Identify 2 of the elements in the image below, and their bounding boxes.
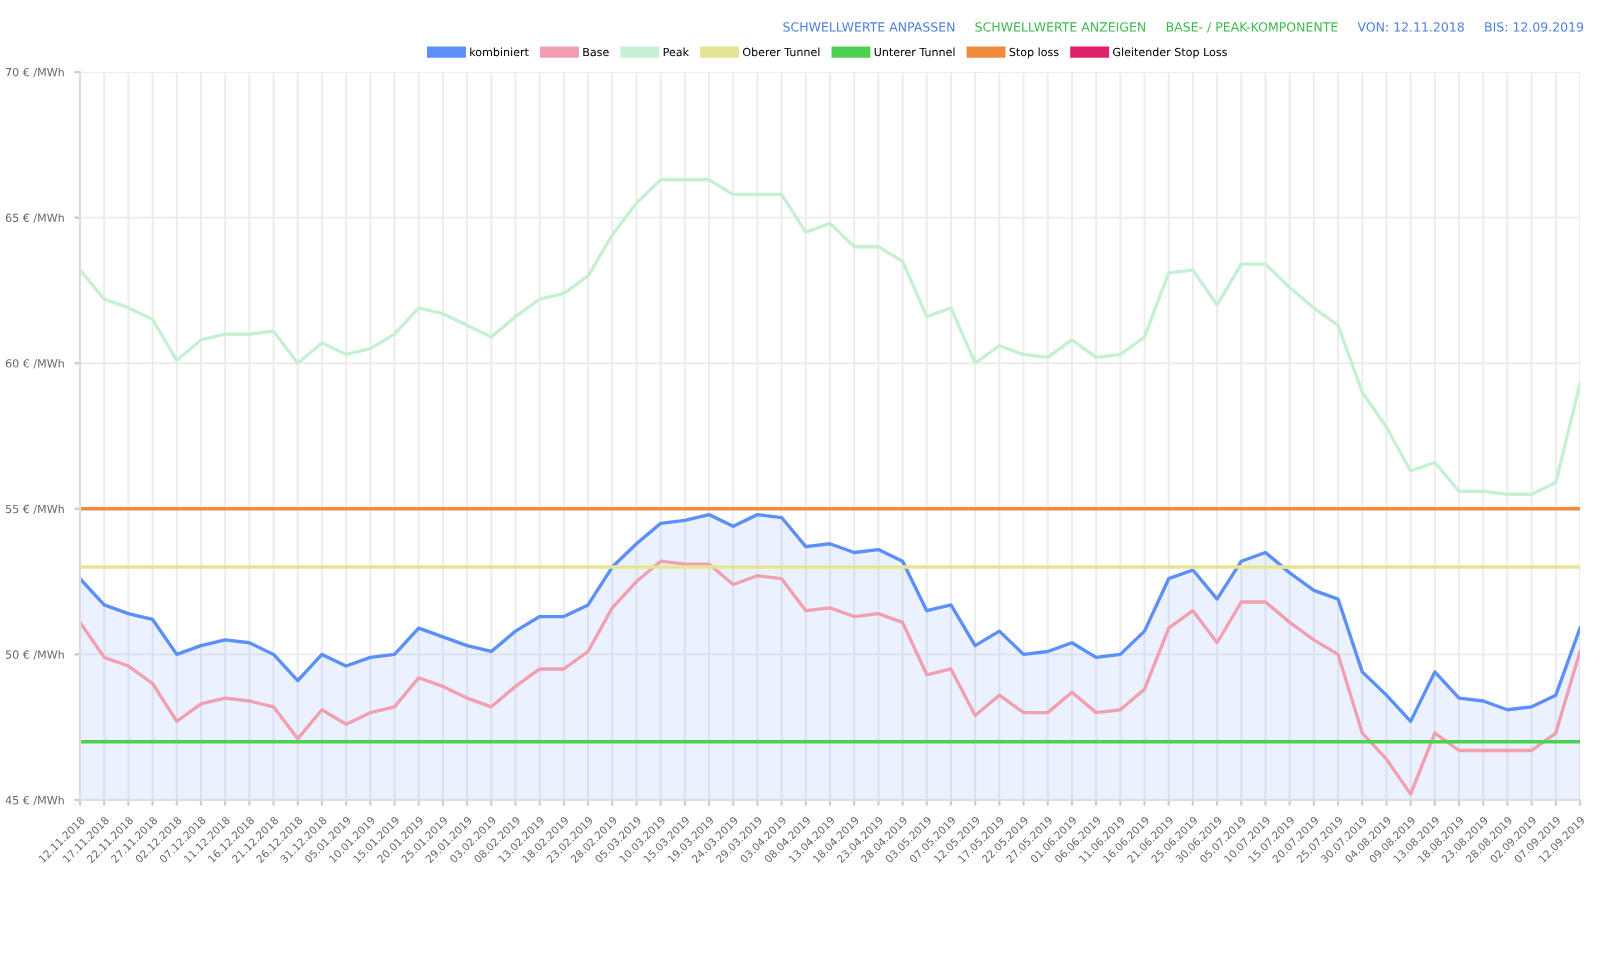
line-series <box>80 178 1580 496</box>
line-series <box>80 559 1580 796</box>
